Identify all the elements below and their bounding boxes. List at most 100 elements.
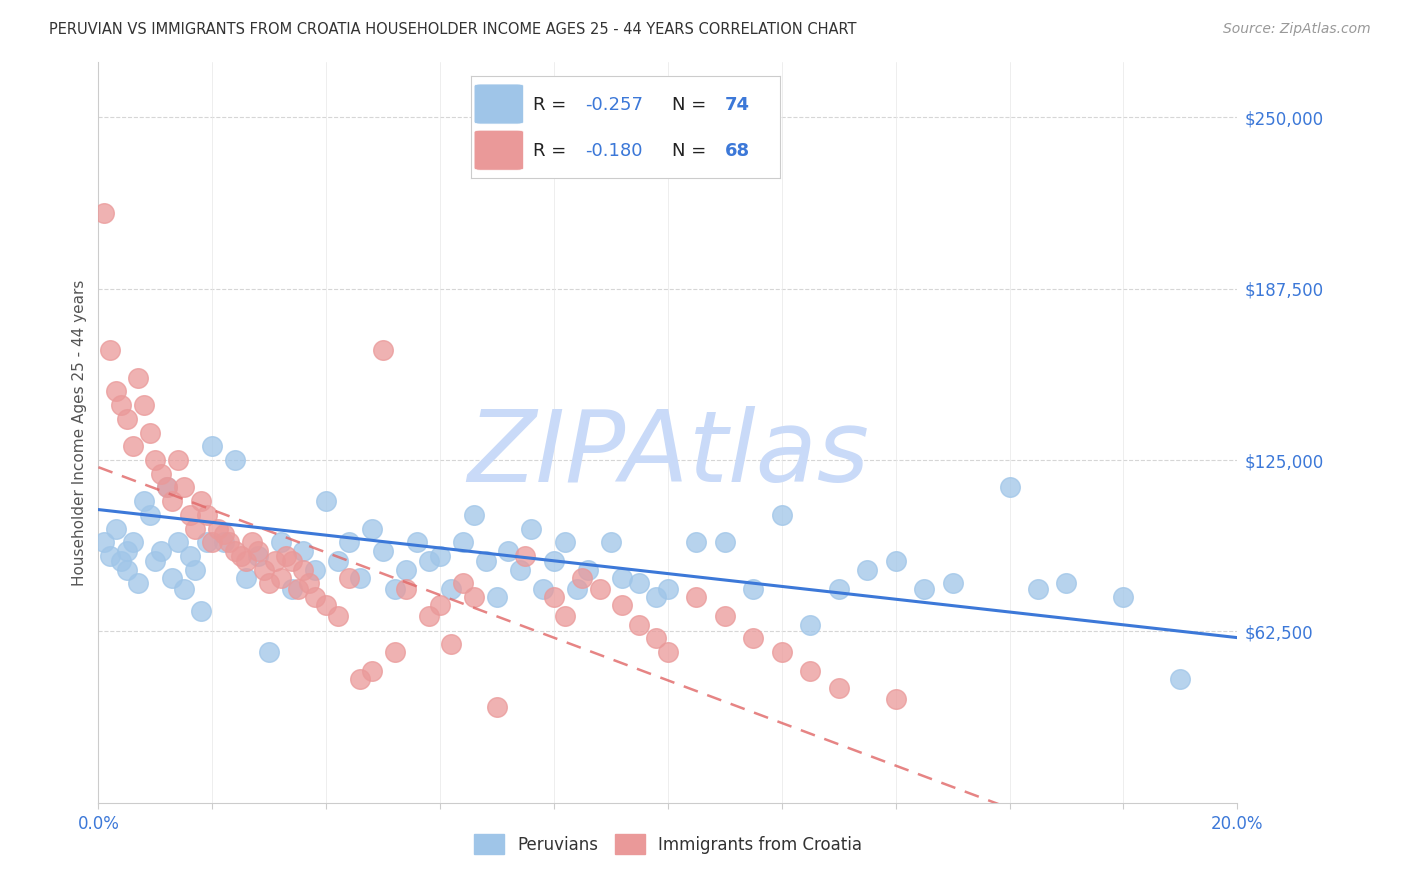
Point	[685, 535, 707, 549]
Point	[942, 576, 965, 591]
Point	[998, 480, 1021, 494]
Point	[600, 535, 623, 549]
Point	[224, 453, 246, 467]
Point	[115, 412, 138, 426]
Text: R =: R =	[533, 95, 572, 113]
FancyBboxPatch shape	[474, 84, 523, 124]
Text: ZIPAtlas: ZIPAtlas	[467, 407, 869, 503]
Point	[799, 617, 821, 632]
Point	[127, 576, 149, 591]
Text: PERUVIAN VS IMMIGRANTS FROM CROATIA HOUSEHOLDER INCOME AGES 25 - 44 YEARS CORREL: PERUVIAN VS IMMIGRANTS FROM CROATIA HOUS…	[49, 22, 856, 37]
Point	[281, 554, 304, 568]
Point	[132, 398, 155, 412]
Point	[1112, 590, 1135, 604]
Point	[1026, 582, 1049, 596]
Point	[714, 609, 737, 624]
Point	[235, 571, 257, 585]
Point	[110, 398, 132, 412]
Point	[235, 554, 257, 568]
Point	[207, 522, 229, 536]
Point	[395, 563, 418, 577]
Text: R =: R =	[533, 142, 572, 160]
Point	[349, 673, 371, 687]
Text: -0.257: -0.257	[585, 95, 644, 113]
Point	[264, 554, 287, 568]
Point	[685, 590, 707, 604]
Point	[156, 480, 179, 494]
Point	[474, 554, 496, 568]
Point	[498, 543, 520, 558]
Point	[292, 543, 315, 558]
Point	[337, 571, 360, 585]
Point	[543, 590, 565, 604]
Point	[612, 571, 634, 585]
Point	[395, 582, 418, 596]
Point	[98, 343, 121, 358]
Point	[543, 554, 565, 568]
Text: N =: N =	[672, 142, 711, 160]
Point	[292, 563, 315, 577]
Point	[645, 632, 668, 646]
Point	[167, 453, 190, 467]
Point	[509, 563, 531, 577]
Point	[252, 563, 274, 577]
Point	[93, 535, 115, 549]
Point	[201, 439, 224, 453]
Point	[179, 549, 201, 563]
Point	[229, 549, 252, 563]
Point	[373, 343, 395, 358]
Point	[179, 508, 201, 522]
Point	[270, 535, 292, 549]
Point	[628, 617, 651, 632]
Point	[463, 508, 485, 522]
Point	[440, 582, 463, 596]
FancyBboxPatch shape	[474, 130, 523, 170]
Point	[588, 582, 610, 596]
Point	[576, 563, 599, 577]
Point	[190, 494, 212, 508]
Point	[173, 582, 195, 596]
Point	[360, 522, 382, 536]
Point	[145, 453, 167, 467]
Point	[418, 554, 440, 568]
Point	[657, 645, 679, 659]
Point	[115, 563, 138, 577]
Point	[287, 582, 309, 596]
Point	[451, 576, 474, 591]
Point	[184, 563, 207, 577]
Point	[884, 554, 907, 568]
Point	[486, 699, 509, 714]
Point	[150, 467, 173, 481]
Point	[742, 632, 765, 646]
Point	[145, 554, 167, 568]
Point	[645, 590, 668, 604]
Point	[121, 439, 143, 453]
Point	[127, 371, 149, 385]
Point	[98, 549, 121, 563]
Legend: Peruvians, Immigrants from Croatia: Peruvians, Immigrants from Croatia	[467, 828, 869, 861]
Text: 68: 68	[724, 142, 749, 160]
Point	[384, 582, 406, 596]
Point	[104, 522, 127, 536]
Point	[1170, 673, 1192, 687]
Point	[190, 604, 212, 618]
Point	[121, 535, 143, 549]
Point	[373, 543, 395, 558]
Point	[315, 599, 337, 613]
Point	[224, 543, 246, 558]
Point	[240, 535, 263, 549]
Point	[451, 535, 474, 549]
Point	[612, 599, 634, 613]
Point	[799, 664, 821, 678]
Point	[554, 535, 576, 549]
Point	[173, 480, 195, 494]
Point	[349, 571, 371, 585]
Point	[515, 549, 537, 563]
Text: -0.180: -0.180	[585, 142, 643, 160]
Point	[246, 543, 269, 558]
Point	[110, 554, 132, 568]
Point	[104, 384, 127, 399]
Point	[212, 527, 235, 541]
Point	[770, 645, 793, 659]
Point	[132, 494, 155, 508]
